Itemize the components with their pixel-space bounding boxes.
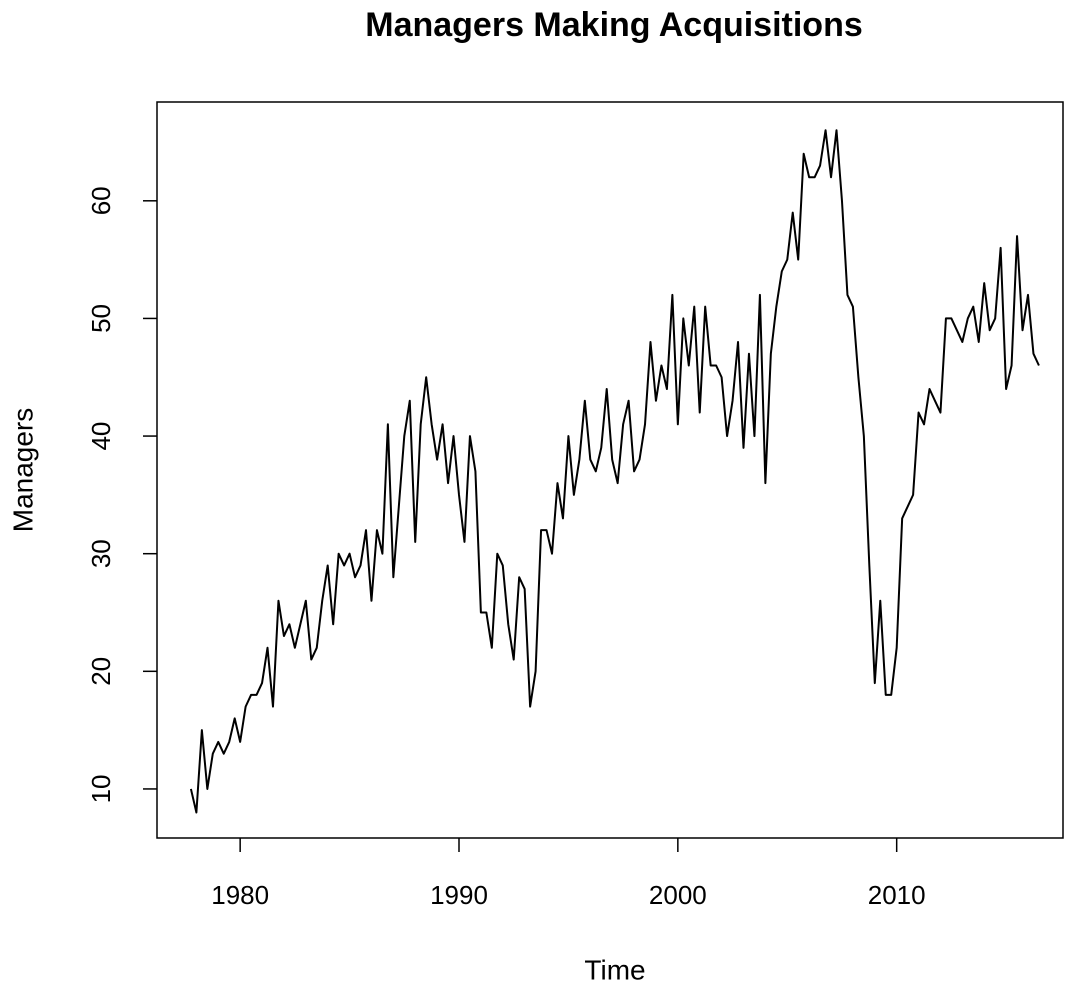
y-tick-label: 20 — [86, 657, 116, 686]
y-tick-label: 30 — [86, 539, 116, 568]
y-tick-label: 10 — [86, 774, 116, 803]
x-tick-label: 2010 — [868, 880, 926, 910]
x-tick-label: 1990 — [430, 880, 488, 910]
plot-frame — [156, 101, 1064, 839]
x-tick-label: 1980 — [211, 880, 269, 910]
chart-title: Managers Making Acquisitions — [365, 6, 863, 44]
x-tick-label: 2000 — [649, 880, 707, 910]
x-axis-title: Time — [584, 954, 645, 985]
y-tick-label: 60 — [86, 186, 116, 215]
y-tick-label: 40 — [86, 422, 116, 451]
y-tick-label: 50 — [86, 304, 116, 333]
data-line — [189, 129, 1040, 814]
y-axis-title: Managers — [7, 408, 38, 533]
